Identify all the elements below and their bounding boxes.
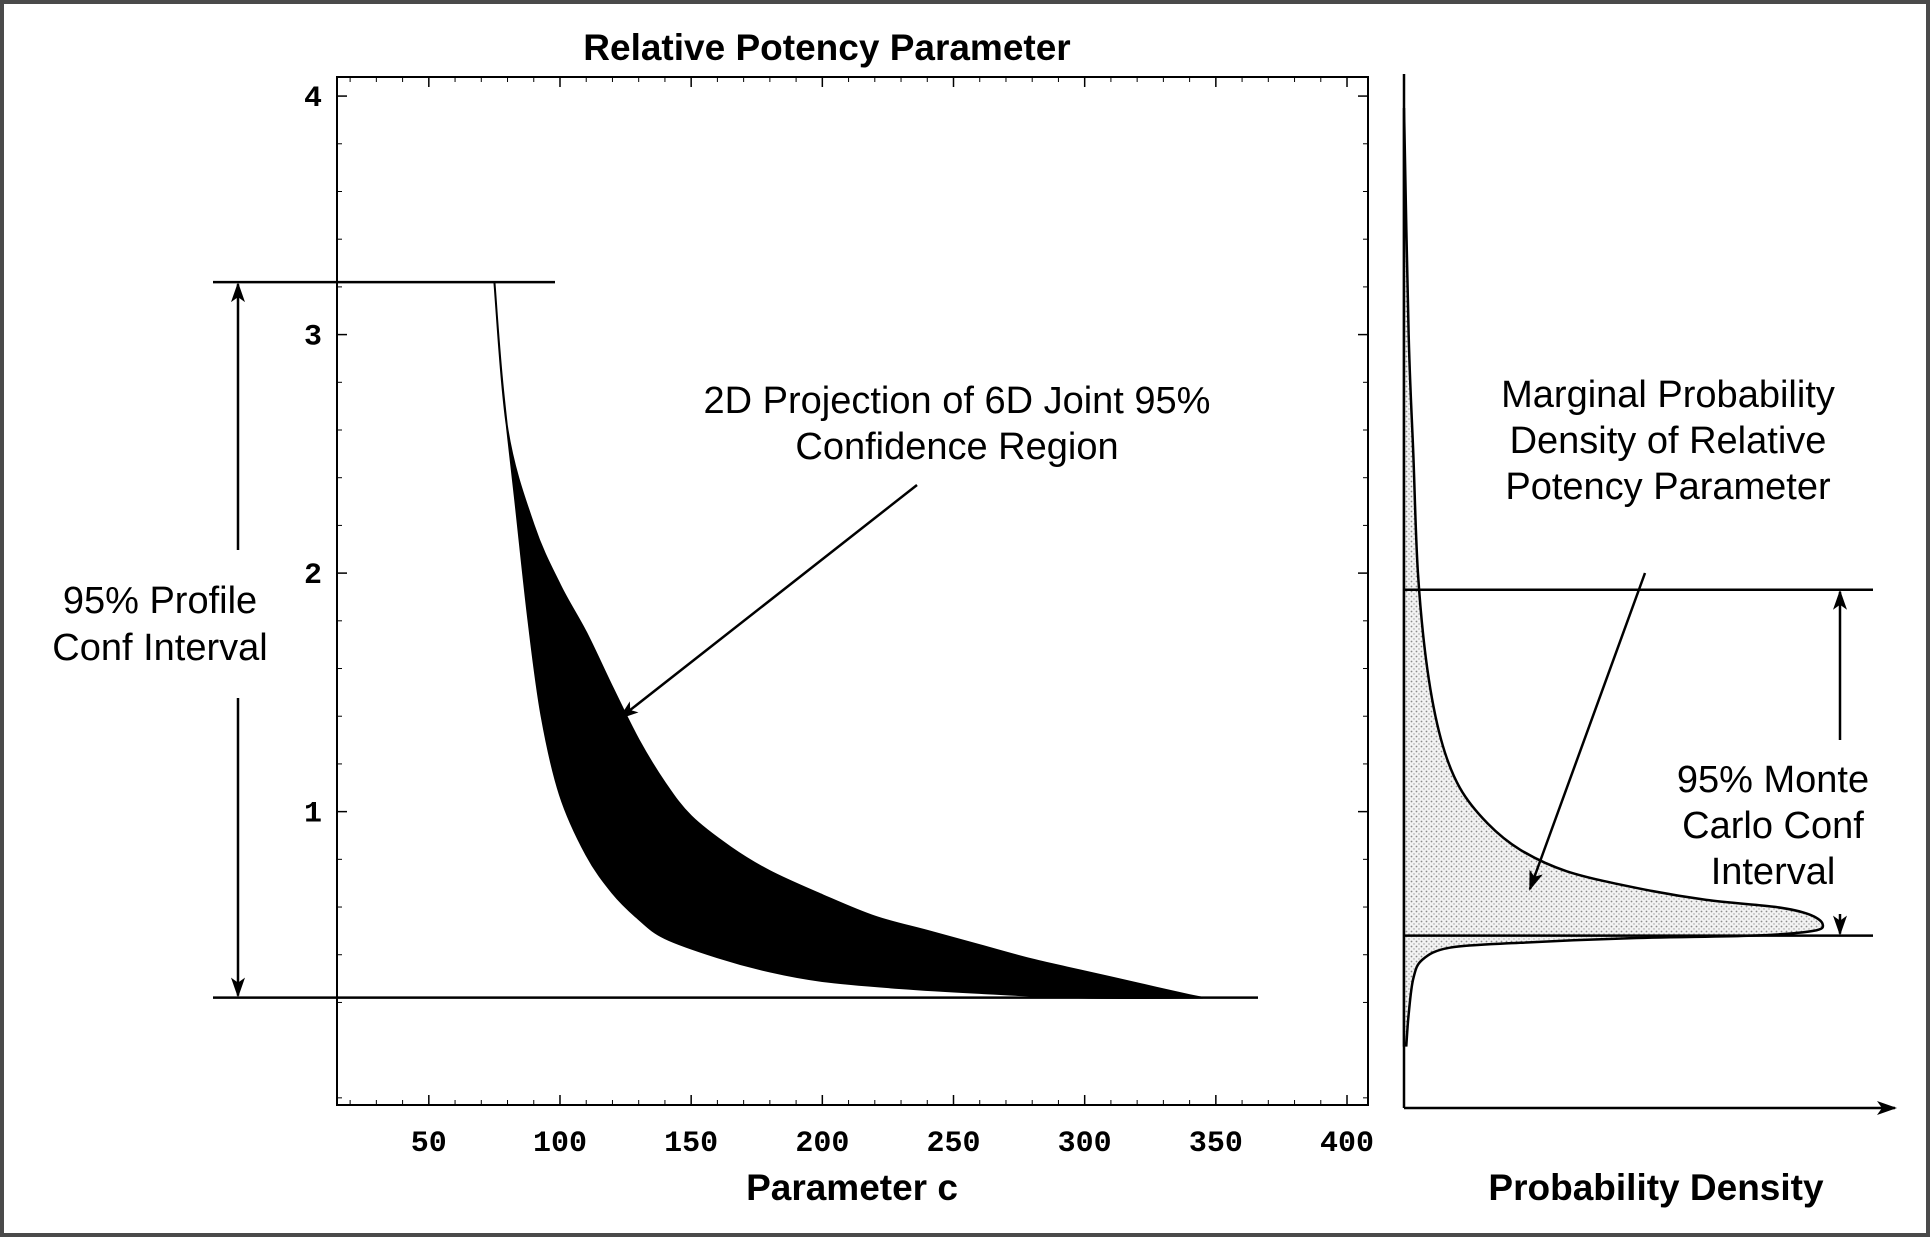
x-tick-label: 150 bbox=[664, 1127, 718, 1161]
density-label-line-1: Marginal Probability bbox=[1501, 374, 1835, 416]
region-label-line-1: 2D Projection of 6D Joint 95% bbox=[704, 380, 1211, 422]
density-label-line-2: Density of Relative bbox=[1510, 420, 1827, 462]
x-tick-label: 250 bbox=[926, 1127, 980, 1161]
density-curve bbox=[1402, 107, 1825, 1047]
left-axis-tick-labels: 50 100 150 200 250 300 350 400 1 2 3 4 bbox=[304, 82, 1374, 1161]
chart-title: Relative Potency Parameter bbox=[583, 27, 1070, 68]
profile-label-line-1: 95% Profile bbox=[63, 580, 257, 622]
y-tick-label: 1 bbox=[304, 798, 322, 832]
x-tick-label: 200 bbox=[795, 1127, 849, 1161]
profile-label-line-2: Conf Interval bbox=[52, 627, 267, 669]
left-plot-frame bbox=[336, 76, 1369, 1106]
region-label-line-2: Confidence Region bbox=[795, 426, 1118, 468]
region-label-arrow bbox=[618, 484, 918, 720]
x-tick-label: 350 bbox=[1189, 1127, 1243, 1161]
x-tick-label: 50 bbox=[411, 1127, 447, 1161]
monte-carlo-label-line-3: Interval bbox=[1711, 851, 1836, 893]
monte-carlo-label-line-2: Carlo Conf bbox=[1682, 805, 1864, 847]
density-label-arrow bbox=[1528, 572, 1647, 891]
left-axis-ticks bbox=[337, 77, 1368, 1105]
y-tick-label: 2 bbox=[304, 559, 322, 593]
y-tick-label: 4 bbox=[304, 82, 322, 116]
monte-carlo-label-line-1: 95% Monte bbox=[1677, 759, 1869, 801]
x-tick-label: 300 bbox=[1058, 1127, 1112, 1161]
left-x-axis-label: Parameter c bbox=[746, 1167, 958, 1208]
x-tick-label: 100 bbox=[533, 1127, 587, 1161]
right-x-axis-label: Probability Density bbox=[1488, 1167, 1824, 1208]
x-tick-label: 400 bbox=[1320, 1127, 1374, 1161]
density-label-line-3: Potency Parameter bbox=[1505, 466, 1831, 508]
y-tick-label: 3 bbox=[304, 321, 322, 355]
